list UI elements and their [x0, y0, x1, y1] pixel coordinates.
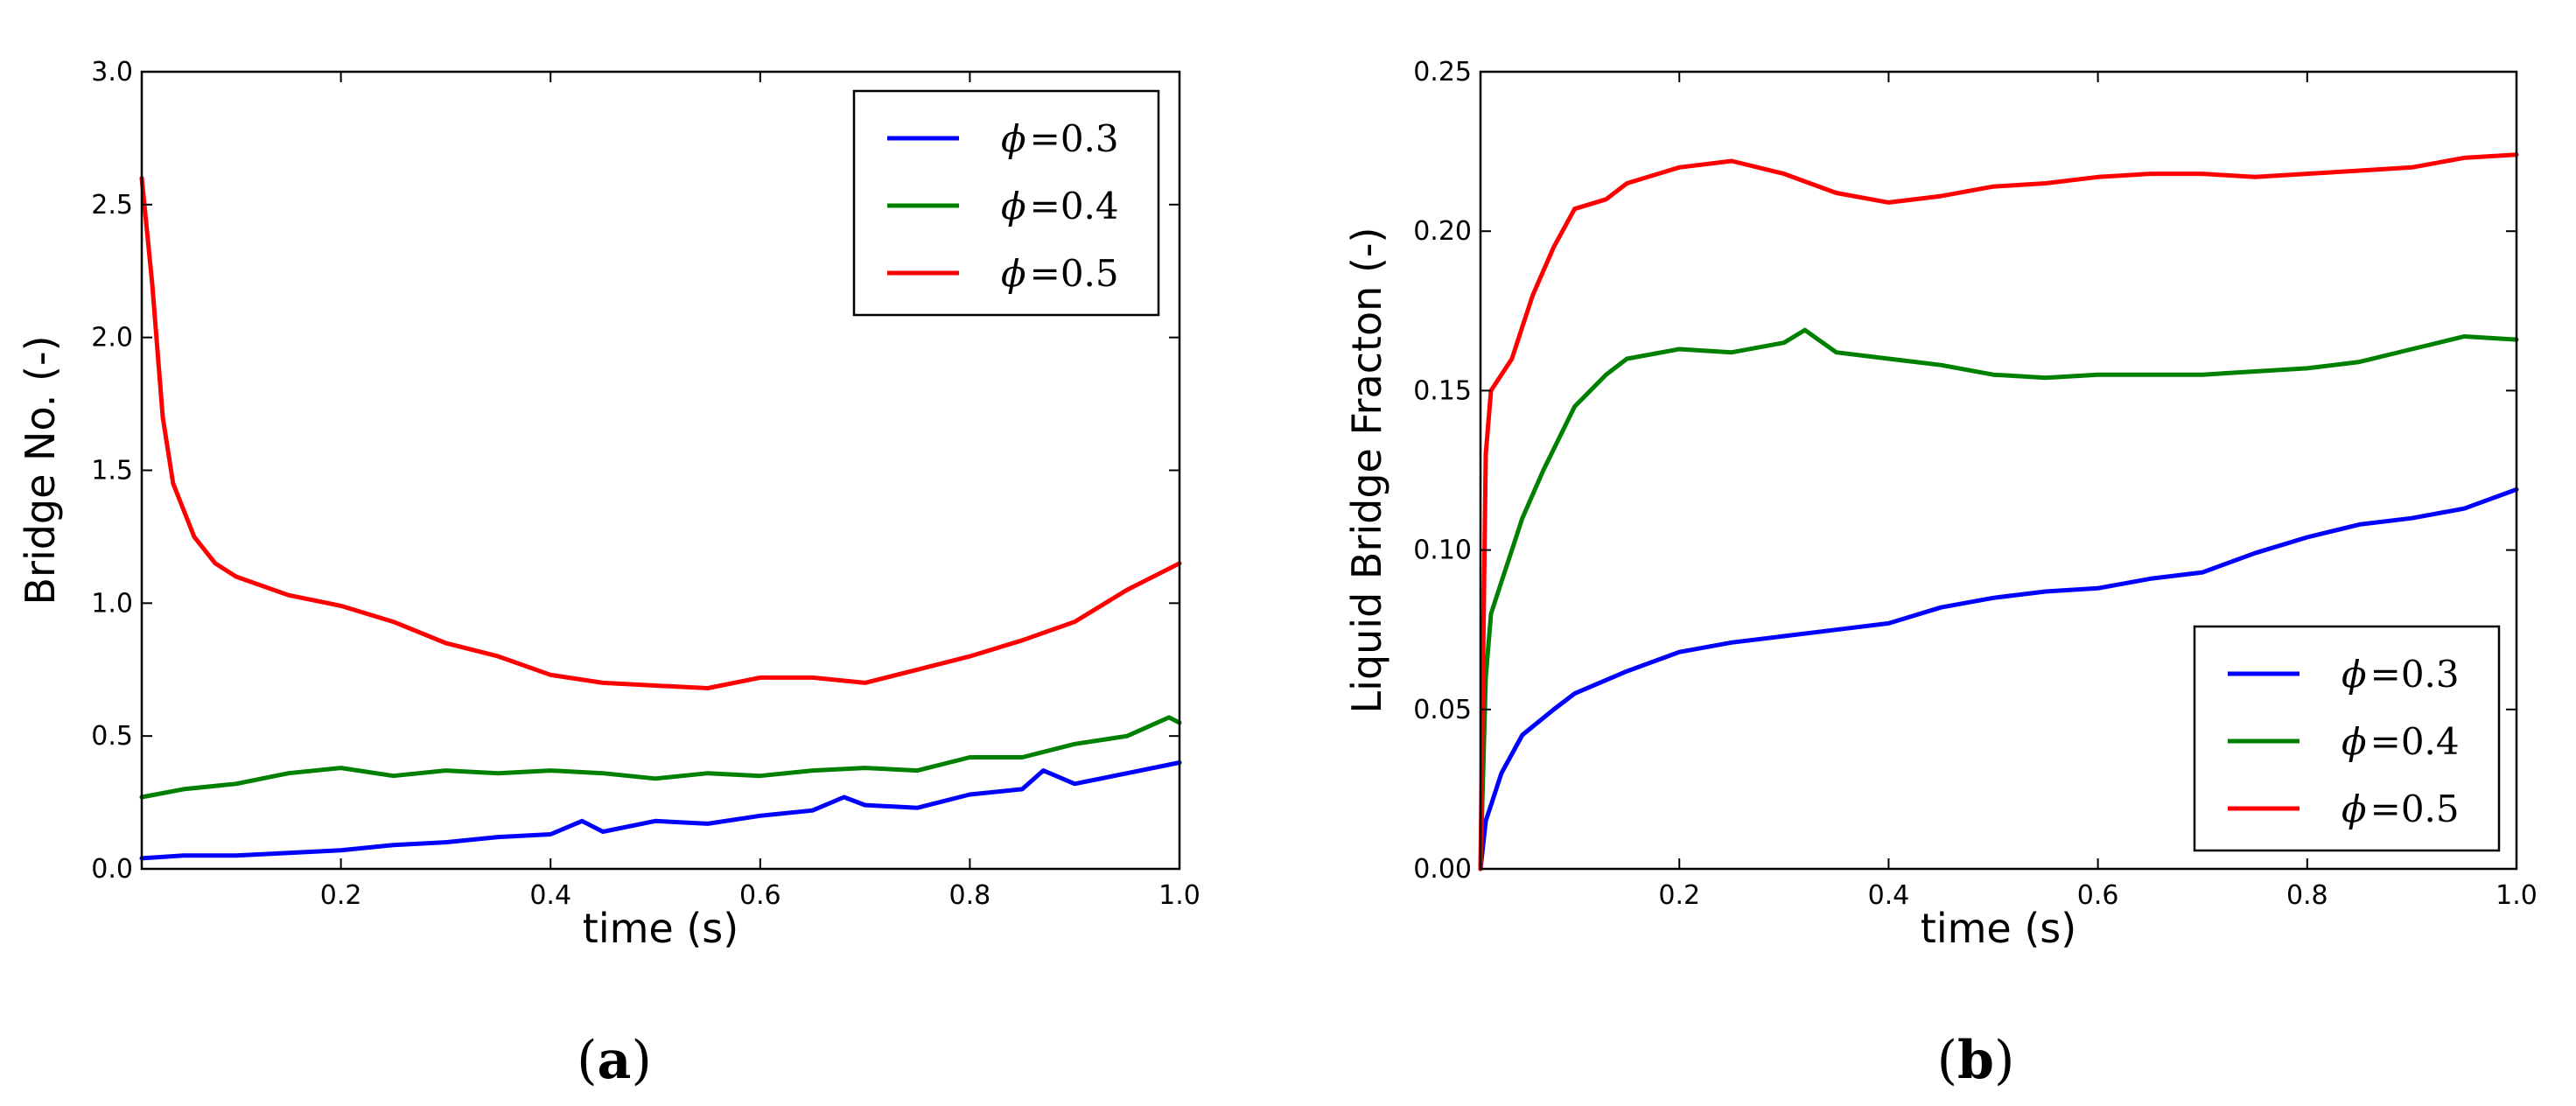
legend-value: =0.3: [1030, 117, 1119, 160]
y-tick-label: 0.25: [1413, 57, 1472, 88]
chart-panel-a: 0.0 0.5 1.0 1.5 2.0 2.5 3.0 0.2 0.4 0.6 0.8 1.0 time…: [17, 57, 1200, 1091]
legend-value: =0.4: [1030, 185, 1119, 228]
y-tick-label: 3.0: [91, 57, 133, 88]
y-tick-label: 1.5: [91, 456, 133, 486]
x-axis-title: time (s): [1921, 905, 2076, 952]
x-tick-label: 0.2: [320, 880, 362, 911]
caption-paren-open: (: [577, 1030, 597, 1091]
series-line-2: [1478, 327, 2519, 872]
y-tick-label: 0.10: [1413, 536, 1472, 566]
legend-label: ϕ=0.5: [2342, 788, 2460, 830]
legend-value: =0.4: [2370, 720, 2460, 763]
y-tick-label: 0.05: [1413, 695, 1472, 725]
caption-paren-close: ): [631, 1030, 651, 1091]
legend: ϕ=0.3ϕ=0.4ϕ=0.5: [852, 89, 1160, 317]
y-tick-label: 1.0: [91, 588, 133, 619]
legend-symbol: ϕ: [2342, 653, 2367, 696]
x-tick-label: 0.6: [739, 880, 781, 911]
y-tick-label: 0.00: [1413, 854, 1472, 885]
legend-value: =0.5: [1030, 252, 1119, 295]
y-tick-label: 0.15: [1413, 375, 1472, 406]
x-tick-label: 1.0: [2496, 880, 2538, 911]
x-tick-label: 0.6: [2077, 880, 2119, 911]
legend-label: ϕ=0.5: [1001, 252, 1119, 295]
legend-symbol: ϕ: [1001, 185, 1026, 228]
x-tick-label: 0.8: [2286, 880, 2328, 911]
caption-letter: a: [598, 1030, 632, 1091]
legend-symbol: ϕ: [2342, 788, 2367, 830]
legend-label: ϕ=0.4: [1001, 185, 1119, 228]
legend-value: =0.3: [2370, 653, 2460, 696]
legend-value: =0.5: [2370, 788, 2460, 830]
y-tick-label: 0.20: [1413, 216, 1472, 247]
legend-symbol: ϕ: [2342, 720, 2367, 763]
series-line-2: [139, 715, 1182, 800]
series-line-1: [1478, 486, 2519, 872]
y-axis-title: Liquid Bridge Fracton (-): [1343, 228, 1390, 714]
y-axis-title: Bridge No. (-): [17, 335, 64, 605]
caption-letter: b: [1957, 1030, 1994, 1091]
x-tick-label: 1.0: [1158, 880, 1200, 911]
series-line-3: [139, 176, 1182, 690]
y-tick-label: 2.0: [91, 323, 133, 354]
panel-caption: (b): [1937, 1030, 2015, 1091]
legend-label: ϕ=0.3: [1001, 117, 1119, 160]
series-line-3: [1478, 152, 2519, 872]
legend: ϕ=0.3ϕ=0.4ϕ=0.5: [2193, 625, 2501, 852]
x-tick-label: 0.4: [529, 880, 571, 911]
legend-label: ϕ=0.3: [2342, 653, 2460, 696]
legend-symbol: ϕ: [1001, 252, 1026, 295]
chart-panel-b: 0.00 0.05 0.10 0.15 0.20 0.25 0.2 0.4 0.6 0.8 1.0 t…: [1343, 57, 2538, 1091]
panel-caption: (a): [577, 1030, 652, 1091]
y-tick-label: 2.5: [91, 190, 133, 220]
series-line-1: [139, 760, 1182, 861]
caption-paren-open: (: [1937, 1030, 1957, 1091]
caption-paren-close: ): [1994, 1030, 2014, 1091]
x-tick-label: 0.2: [1658, 880, 1700, 911]
legend-symbol: ϕ: [1001, 117, 1026, 160]
legend-label: ϕ=0.4: [2342, 720, 2460, 763]
x-tick-label: 0.4: [1868, 880, 1910, 911]
plot-frame: [1479, 70, 2518, 871]
y-tick-label: 0.0: [91, 854, 133, 885]
legend-box: [852, 89, 1160, 317]
y-tick-label: 0.5: [91, 721, 133, 752]
x-axis-title: time (s): [583, 905, 738, 952]
legend-box: [2193, 625, 2501, 852]
x-tick-label: 0.8: [949, 880, 991, 911]
